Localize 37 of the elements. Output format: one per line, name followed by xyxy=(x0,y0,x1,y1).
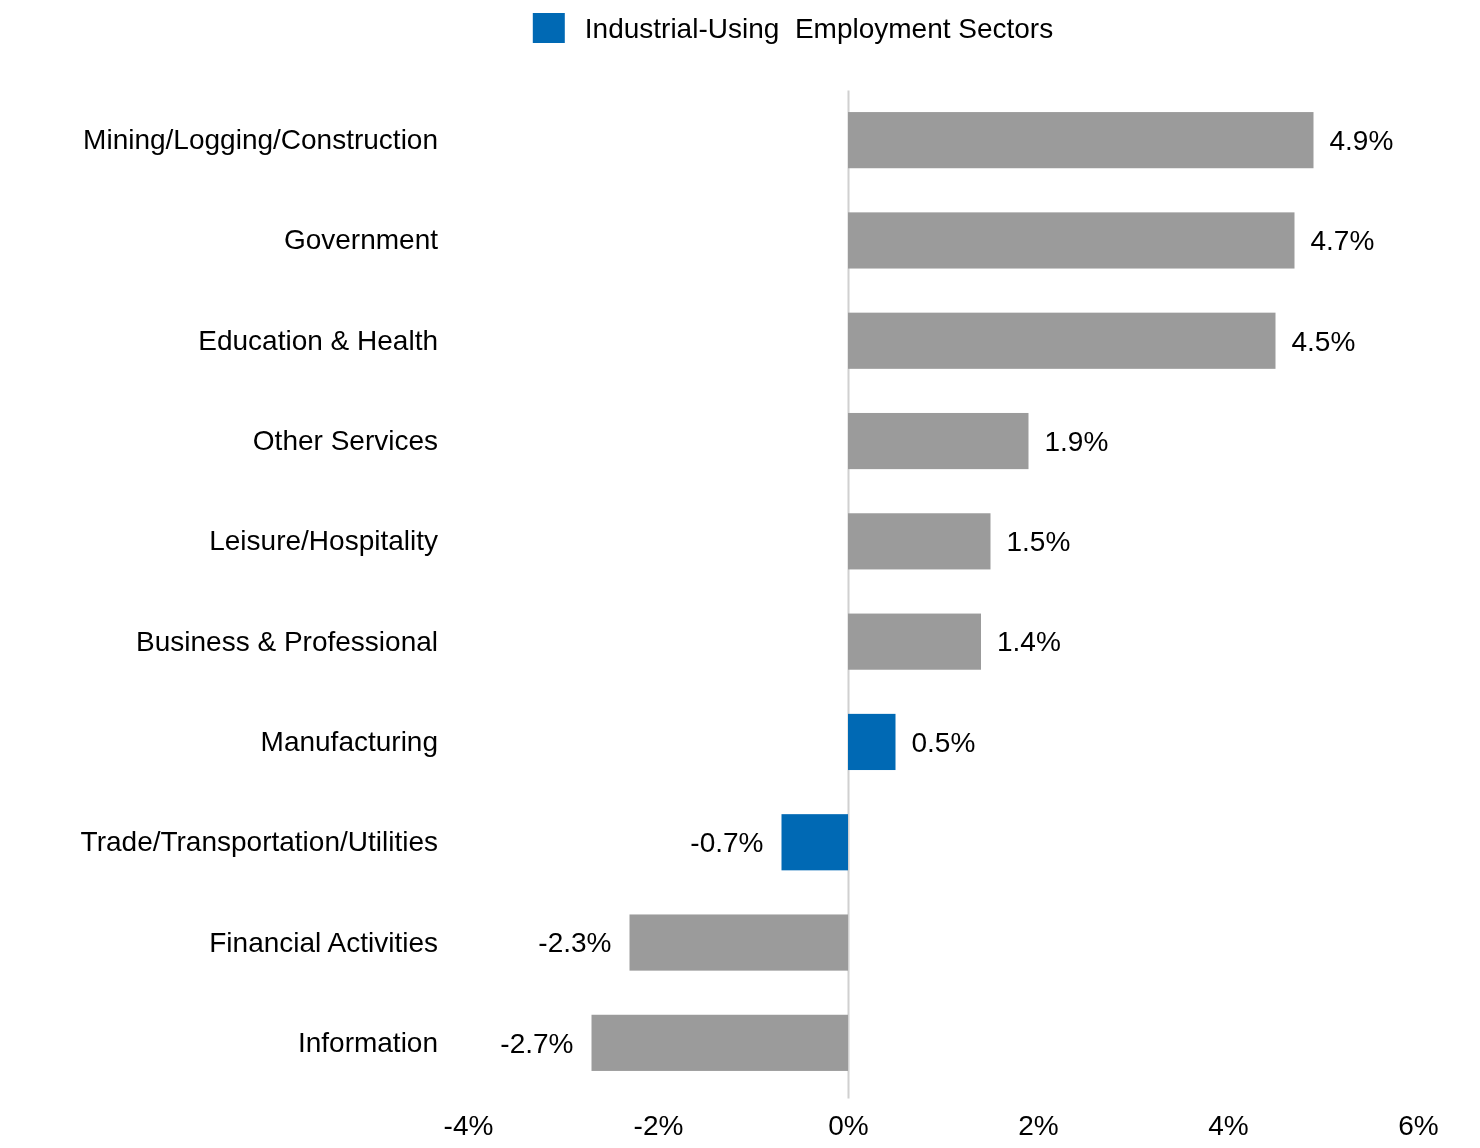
x-tick-label: 2% xyxy=(1018,1109,1059,1141)
data-label: -2.3% xyxy=(538,927,612,959)
bar xyxy=(848,513,991,570)
bar xyxy=(848,112,1314,169)
x-tick-label: 0% xyxy=(828,1109,869,1141)
x-tick-label: -4% xyxy=(443,1109,494,1141)
data-label: -0.7% xyxy=(690,827,764,859)
bar xyxy=(629,914,848,971)
bar xyxy=(848,613,981,670)
data-label: 1.4% xyxy=(997,626,1061,658)
y-tick-label: Government xyxy=(283,224,439,256)
y-tick-label: Education & Health xyxy=(198,324,438,356)
data-label: 4.5% xyxy=(1291,325,1356,357)
y-tick-label: Financial Activities xyxy=(209,926,438,958)
x-tick-label: 6% xyxy=(1398,1109,1439,1141)
bar xyxy=(781,814,848,871)
y-tick-label: Mining/Logging/Construction xyxy=(83,124,438,156)
data-label: 4.9% xyxy=(1329,124,1394,156)
bar xyxy=(848,312,1276,369)
x-tick-label: -2% xyxy=(633,1109,684,1141)
x-tick-label: 4% xyxy=(1208,1109,1249,1141)
y-tick-label: Trade/Transportation/Utilities xyxy=(80,826,438,858)
data-label: 0.5% xyxy=(911,726,976,758)
data-label: -2.7% xyxy=(500,1027,574,1059)
y-tick-label: Manufacturing xyxy=(260,725,438,757)
bar xyxy=(848,212,1295,269)
data-label: 1.5% xyxy=(1006,526,1071,558)
legend-label: Industrial-Using Employment Sectors xyxy=(584,12,1054,44)
y-tick-label: Information xyxy=(297,1026,438,1058)
bar xyxy=(848,412,1029,470)
y-tick-label: Other Services xyxy=(252,425,438,457)
y-tick-label: Business & Professional xyxy=(136,625,438,657)
bar xyxy=(848,713,896,771)
data-label: 4.7% xyxy=(1310,225,1375,257)
data-label: 1.9% xyxy=(1044,425,1109,457)
bar xyxy=(591,1014,848,1071)
y-tick-label: Leisure/Hospitality xyxy=(209,525,438,557)
